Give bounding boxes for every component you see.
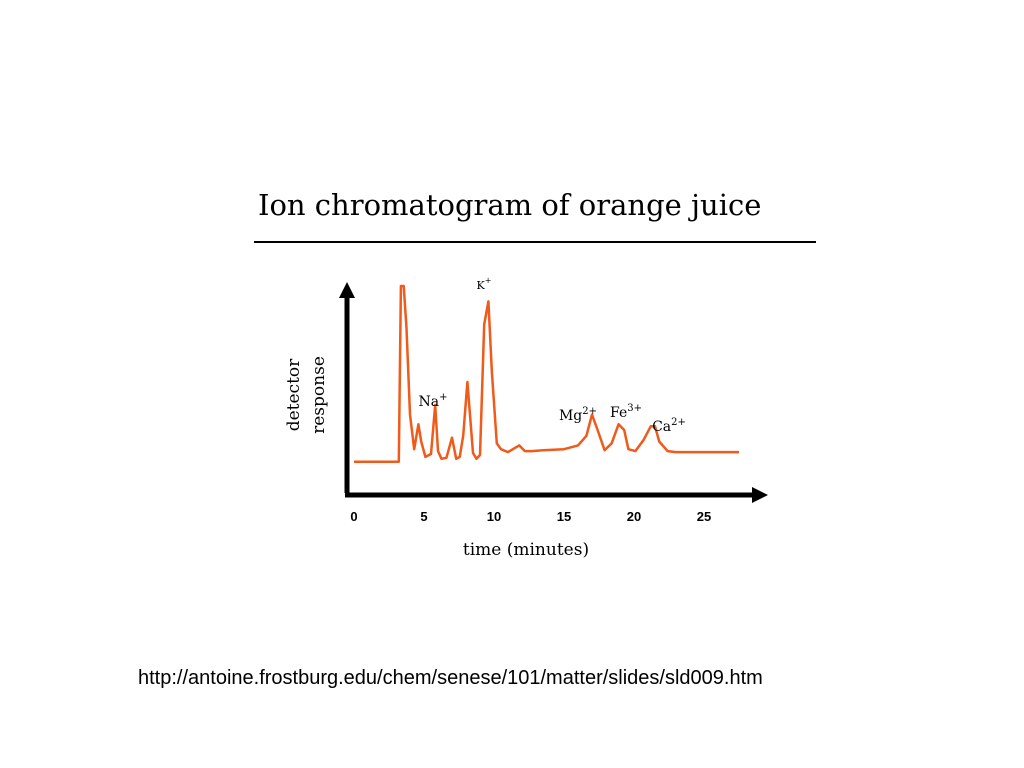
source-url: http://antoine.frostburg.edu/chem/senese…	[138, 667, 763, 689]
x-tick-label: 0	[350, 509, 357, 524]
peak-label-element: K	[477, 279, 486, 292]
y-axis-label-line-2: response	[309, 356, 329, 434]
peak-label-charge: 2+	[671, 417, 686, 428]
peak-label-fe: Fe3+	[610, 403, 642, 421]
peak-label-element: Ca	[652, 419, 671, 435]
x-tick-label: 10	[487, 509, 501, 524]
peak-label-charge: +	[485, 276, 492, 285]
title-underline	[254, 241, 816, 243]
y-axis-arrowhead	[339, 282, 355, 298]
peak-label-ca: Ca2+	[652, 417, 686, 435]
x-tick-label: 15	[557, 509, 571, 524]
y-axis-label: detector response	[284, 356, 329, 434]
chromatogram-series-line	[354, 284, 739, 463]
peak-label-charge: 2+	[582, 406, 597, 417]
peak-label-element: Mg	[559, 408, 582, 424]
x-tick-label: 25	[697, 509, 711, 524]
peak-label-charge: 3+	[627, 403, 642, 414]
peak-label-na: Na+	[419, 392, 448, 410]
chart-title: Ion chromatogram of orange juice	[258, 188, 762, 222]
peak-label-k: K+	[477, 276, 492, 292]
x-axis-label: time (minutes)	[463, 540, 589, 560]
x-tick-label: 5	[420, 509, 427, 524]
peak-label-element: Na	[419, 394, 440, 410]
x-tick-label: 20	[627, 509, 641, 524]
peak-label-charge: +	[439, 392, 447, 403]
peak-label-mg: Mg2+	[559, 406, 597, 424]
x-axis-arrowhead	[752, 487, 768, 503]
y-axis-label-line-1: detector	[284, 358, 304, 431]
peak-label-element: Fe	[610, 405, 627, 421]
